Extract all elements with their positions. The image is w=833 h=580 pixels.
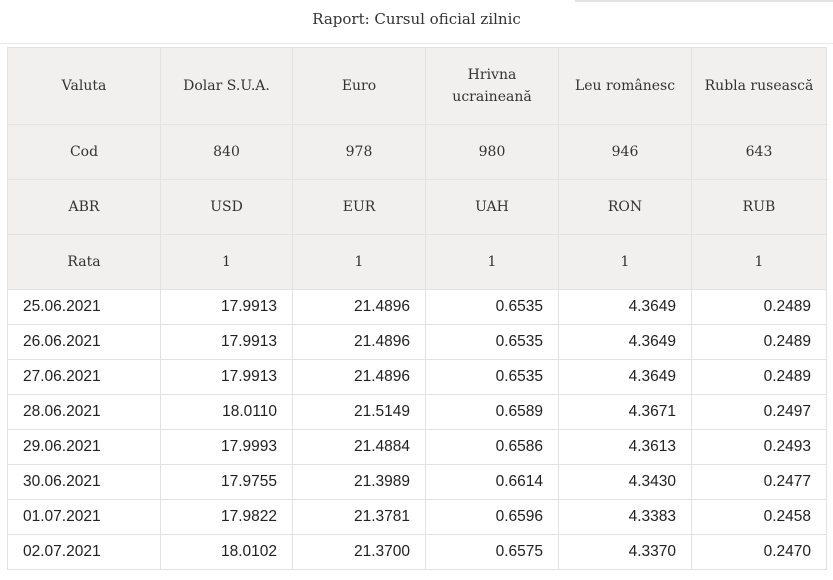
currency-name-uah: Hrivna ucraineană <box>425 47 559 125</box>
row-date: 02.07.2021 <box>7 534 161 570</box>
rate-uah: 0.6575 <box>425 534 559 570</box>
currency-rate-usd: 1 <box>160 234 293 290</box>
rate-eur: 21.3700 <box>292 534 426 570</box>
rate-rub: 0.2470 <box>691 534 827 570</box>
rate-eur: 21.3781 <box>292 499 426 535</box>
rate-eur: 21.3989 <box>292 464 426 500</box>
rate-ron: 4.3671 <box>558 394 692 430</box>
currency-abbr-eur: EUR <box>292 179 426 235</box>
rate-ron: 4.3370 <box>558 534 692 570</box>
rate-eur: 21.4896 <box>292 289 426 325</box>
rate-ron: 4.3613 <box>558 429 692 465</box>
currency-name-rub: Rubla rusească <box>691 47 827 125</box>
rate-usd: 17.9822 <box>160 499 293 535</box>
currency-name-ron: Leu românesc <box>558 47 692 125</box>
rate-ron: 4.3649 <box>558 359 692 395</box>
currency-rate-uah: 1 <box>425 234 559 290</box>
rate-rub: 0.2458 <box>691 499 827 535</box>
rate-ron: 4.3649 <box>558 324 692 360</box>
currency-code-ron: 946 <box>558 124 692 180</box>
currency-rate-eur: 1 <box>292 234 426 290</box>
rate-usd: 18.0110 <box>160 394 293 430</box>
rate-usd: 17.9755 <box>160 464 293 500</box>
header-label-abbreviation: ABR <box>7 179 161 235</box>
rate-usd: 17.9913 <box>160 324 293 360</box>
rate-uah: 0.6586 <box>425 429 559 465</box>
rate-usd: 17.9993 <box>160 429 293 465</box>
rate-rub: 0.2493 <box>691 429 827 465</box>
rate-ron: 4.3383 <box>558 499 692 535</box>
currency-code-usd: 840 <box>160 124 293 180</box>
report-title: Raport: Cursul oficial zilnic <box>312 10 521 28</box>
row-date: 26.06.2021 <box>7 324 161 360</box>
currency-code-uah: 980 <box>425 124 559 180</box>
table-row: 01.07.2021 17.9822 21.3781 0.6596 4.3383… <box>7 499 827 535</box>
rate-uah: 0.6535 <box>425 359 559 395</box>
rate-ron: 4.3649 <box>558 289 692 325</box>
header-row-abbreviation: ABR USD EUR UAH RON RUB <box>7 179 827 235</box>
rate-eur: 21.5149 <box>292 394 426 430</box>
rate-rub: 0.2489 <box>691 324 827 360</box>
currency-abbr-ron: RON <box>558 179 692 235</box>
row-date: 30.06.2021 <box>7 464 161 500</box>
row-date: 28.06.2021 <box>7 394 161 430</box>
rate-rub: 0.2489 <box>691 289 827 325</box>
header-row-rate: Rata 1 1 1 1 1 <box>7 234 827 290</box>
table-row: 30.06.2021 17.9755 21.3989 0.6614 4.3430… <box>7 464 827 500</box>
top-edge-line <box>575 0 833 2</box>
rate-rub: 0.2497 <box>691 394 827 430</box>
currency-code-eur: 978 <box>292 124 426 180</box>
rate-uah: 0.6614 <box>425 464 559 500</box>
row-date: 29.06.2021 <box>7 429 161 465</box>
row-date: 25.06.2021 <box>7 289 161 325</box>
rate-rub: 0.2477 <box>691 464 827 500</box>
rate-eur: 21.4896 <box>292 359 426 395</box>
rate-usd: 18.0102 <box>160 534 293 570</box>
currency-name-eur: Euro <box>292 47 426 125</box>
table-row: 25.06.2021 17.9913 21.4896 0.6535 4.3649… <box>7 289 827 325</box>
currency-code-rub: 643 <box>691 124 827 180</box>
table-row: 02.07.2021 18.0102 21.3700 0.6575 4.3370… <box>7 534 827 570</box>
rate-ron: 4.3430 <box>558 464 692 500</box>
rate-uah: 0.6535 <box>425 289 559 325</box>
table-row: 28.06.2021 18.0110 21.5149 0.6589 4.3671… <box>7 394 827 430</box>
title-divider <box>0 43 833 44</box>
rate-usd: 17.9913 <box>160 359 293 395</box>
exchange-rates-table: Valuta Dolar S.U.A. Euro Hrivna ucrainea… <box>7 47 827 570</box>
rate-rub: 0.2489 <box>691 359 827 395</box>
table-row: 26.06.2021 17.9913 21.4896 0.6535 4.3649… <box>7 324 827 360</box>
header-row-code: Cod 840 978 980 946 643 <box>7 124 827 180</box>
rate-eur: 21.4896 <box>292 324 426 360</box>
rate-uah: 0.6589 <box>425 394 559 430</box>
currency-abbr-rub: RUB <box>691 179 827 235</box>
header-label-currency: Valuta <box>7 47 161 125</box>
currency-rate-rub: 1 <box>691 234 827 290</box>
rate-uah: 0.6535 <box>425 324 559 360</box>
row-date: 27.06.2021 <box>7 359 161 395</box>
table-row: 29.06.2021 17.9993 21.4884 0.6586 4.3613… <box>7 429 827 465</box>
rate-usd: 17.9913 <box>160 289 293 325</box>
rate-eur: 21.4884 <box>292 429 426 465</box>
table-row: 27.06.2021 17.9913 21.4896 0.6535 4.3649… <box>7 359 827 395</box>
currency-rate-ron: 1 <box>558 234 692 290</box>
rate-uah: 0.6596 <box>425 499 559 535</box>
currency-name-usd: Dolar S.U.A. <box>160 47 293 125</box>
header-label-code: Cod <box>7 124 161 180</box>
currency-abbr-uah: UAH <box>425 179 559 235</box>
currency-abbr-usd: USD <box>160 179 293 235</box>
row-date: 01.07.2021 <box>7 499 161 535</box>
header-label-rate: Rata <box>7 234 161 290</box>
header-row-currency: Valuta Dolar S.U.A. Euro Hrivna ucrainea… <box>7 47 827 125</box>
